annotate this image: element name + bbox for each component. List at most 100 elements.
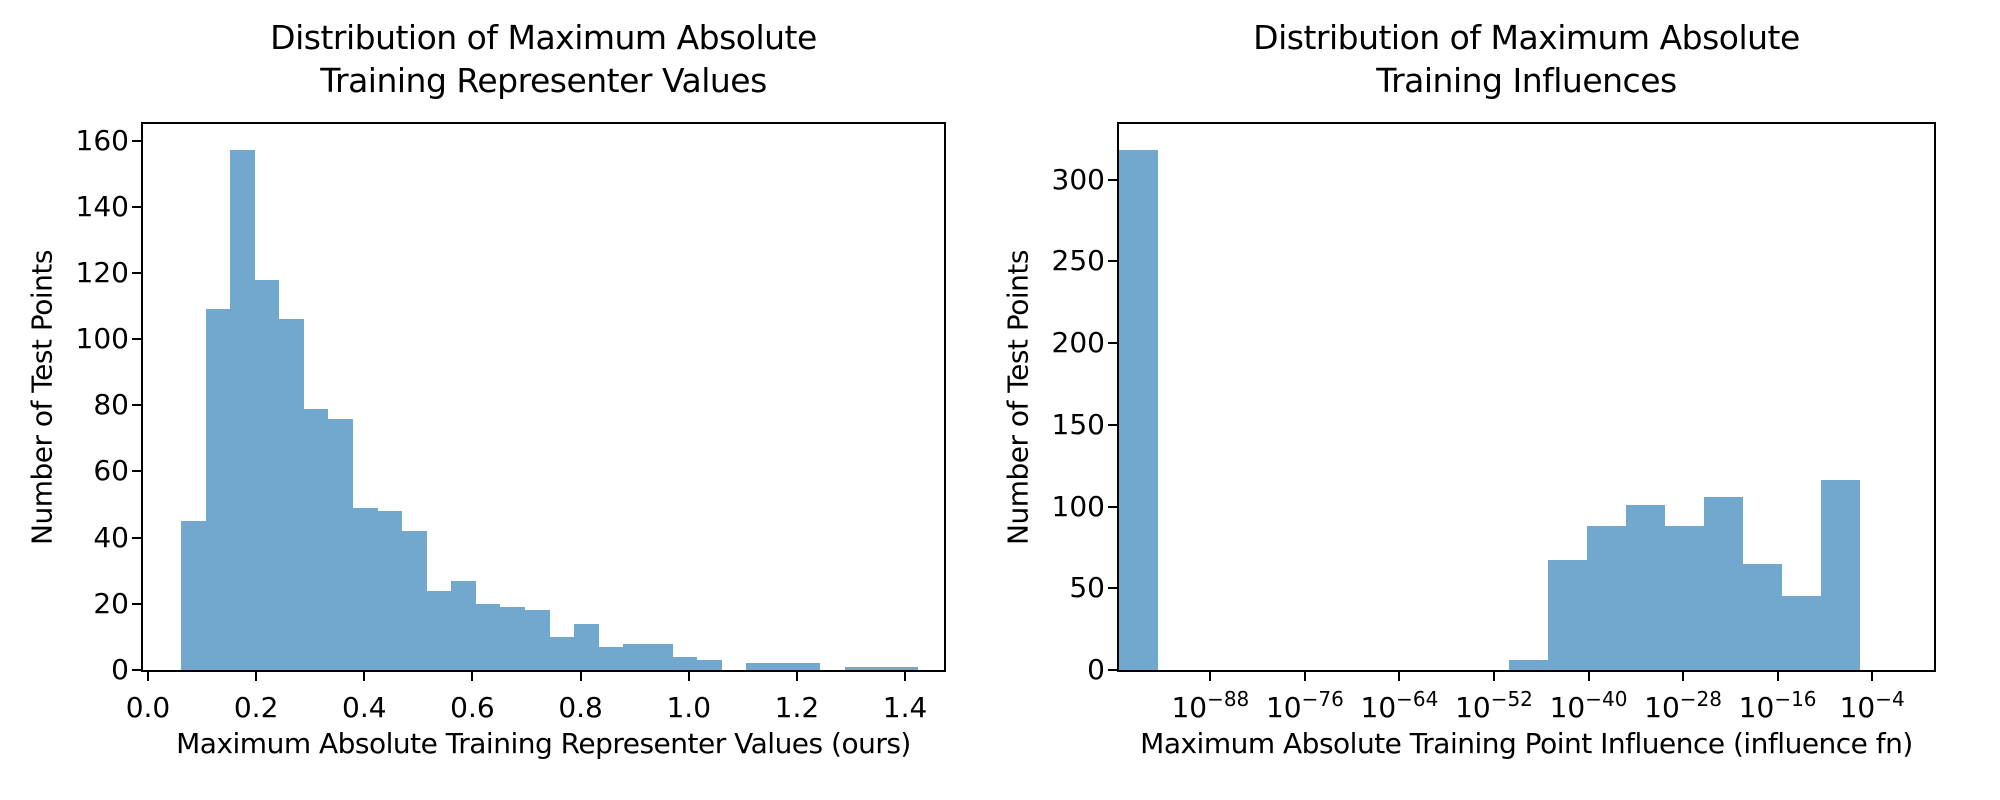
histogram-bar [377, 511, 403, 670]
y-axis-tick [1108, 505, 1117, 508]
histogram-bar [205, 309, 231, 670]
x-axis-tick [579, 672, 582, 681]
histogram-bar [1625, 504, 1665, 670]
x-tick-exponent: −4 [1875, 687, 1905, 711]
x-axis-tick [363, 672, 366, 681]
x-tick-label: 0.0 [125, 691, 171, 724]
x-tick-label: 10−88 [1130, 687, 1290, 724]
histogram-bar [328, 418, 353, 670]
y-axis-tick [132, 669, 141, 671]
x-tick-base: 10 [1265, 691, 1302, 724]
y-tick-label: 0 [111, 653, 129, 686]
histogram-bar [279, 319, 304, 670]
y-axis-tick [1108, 669, 1117, 671]
x-tick-label: 0.6 [450, 691, 495, 724]
histogram-bar [746, 663, 771, 670]
histogram-bar [402, 531, 427, 670]
x-tick-label: 0.8 [558, 691, 603, 724]
x-tick-label: 10−64 [1319, 687, 1479, 724]
y-axis-tick [1108, 423, 1117, 426]
x-tick-base: 10 [1360, 691, 1397, 724]
y-tick-label: 100 [1051, 489, 1105, 523]
x-tick-label: 10−16 [1698, 687, 1858, 724]
y-axis-tick [132, 536, 141, 539]
x-tick-label: 10−4 [1792, 687, 1952, 724]
x-tick-base: 10 [1549, 691, 1586, 724]
y-axis-tick [1108, 342, 1117, 345]
histogram-bar [451, 580, 476, 670]
histogram-bar [1547, 560, 1587, 670]
x-axis-tick [1871, 672, 1874, 681]
y-tick-label: 300 [1051, 162, 1105, 196]
x-axis-tick [146, 672, 149, 681]
histogram-bar [1820, 480, 1860, 670]
histogram-bar [1664, 526, 1704, 670]
x-tick-exponent: −88 [1207, 687, 1250, 711]
left-chart-title: Distribution of Maximum Absolute Trainin… [270, 18, 817, 100]
y-axis-tick [132, 205, 141, 208]
left-plot-area [141, 122, 946, 672]
histogram-bar [1119, 150, 1158, 670]
y-axis-tick [132, 139, 141, 142]
histogram-bar [1703, 496, 1743, 670]
y-axis-tick [1108, 260, 1117, 263]
x-tick-label: 10−40 [1509, 687, 1669, 724]
x-axis-tick [904, 672, 907, 681]
histogram-bar [893, 666, 919, 670]
x-axis-tick [1587, 672, 1590, 681]
x-tick-exponent: −76 [1301, 687, 1344, 711]
histogram-bar [869, 666, 894, 670]
y-axis-tick [1108, 178, 1117, 181]
y-tick-label: 160 [75, 123, 129, 157]
y-tick-label: 0 [1087, 653, 1105, 686]
histogram-bar [353, 507, 378, 670]
histogram-bar [574, 623, 599, 670]
histogram-bar [844, 666, 870, 670]
histogram-bar [254, 279, 280, 670]
y-tick-label: 150 [1051, 407, 1105, 441]
histogram-bar [1508, 660, 1548, 670]
x-axis-tick [471, 672, 474, 681]
histogram-bar [426, 590, 452, 670]
right-chart-title: Distribution of Maximum Absolute Trainin… [1253, 18, 1800, 100]
histogram-bar [1781, 596, 1821, 670]
histogram-bar [795, 663, 820, 670]
x-axis-tick [255, 672, 258, 681]
y-tick-label: 20 [93, 586, 129, 620]
x-tick-exponent: −64 [1396, 687, 1439, 711]
x-tick-exponent: −52 [1490, 687, 1533, 711]
x-tick-base: 10 [1738, 691, 1775, 724]
histogram-bar [770, 663, 796, 670]
x-axis-tick [1493, 672, 1495, 681]
histogram-bar [647, 643, 673, 670]
histogram-bar [1742, 563, 1782, 670]
histogram-bar [549, 636, 575, 670]
x-axis-tick [1303, 672, 1306, 681]
histogram-bar [303, 408, 329, 670]
y-tick-label: 50 [1069, 571, 1105, 605]
histogram-bar [697, 660, 722, 670]
right-x-axis-label: Maximum Absolute Training Point Influenc… [1140, 727, 1913, 760]
y-axis-tick [132, 404, 141, 407]
x-axis-tick [1682, 672, 1685, 681]
x-tick-base: 10 [1644, 691, 1680, 724]
right-plot-area [1117, 122, 1936, 672]
y-axis-tick [1108, 587, 1117, 590]
histogram-bar [1586, 526, 1626, 670]
x-tick-label: 1.0 [666, 691, 712, 724]
x-tick-label: 10−52 [1414, 687, 1574, 724]
x-tick-label: 0.2 [233, 691, 279, 724]
x-tick-base: 10 [1171, 691, 1208, 724]
left-x-axis-label: Maximum Absolute Training Representer Va… [176, 727, 911, 760]
x-axis-tick [687, 672, 690, 681]
y-tick-label: 60 [93, 454, 129, 488]
x-axis-tick [1776, 672, 1779, 681]
x-tick-exponent: −16 [1774, 687, 1817, 711]
x-tick-label: 1.4 [882, 691, 928, 724]
x-axis-tick [1209, 672, 1212, 681]
y-axis-tick [132, 271, 141, 274]
x-tick-exponent: −40 [1585, 687, 1628, 711]
histogram-bar [672, 656, 698, 670]
histogram-bar [500, 607, 526, 670]
